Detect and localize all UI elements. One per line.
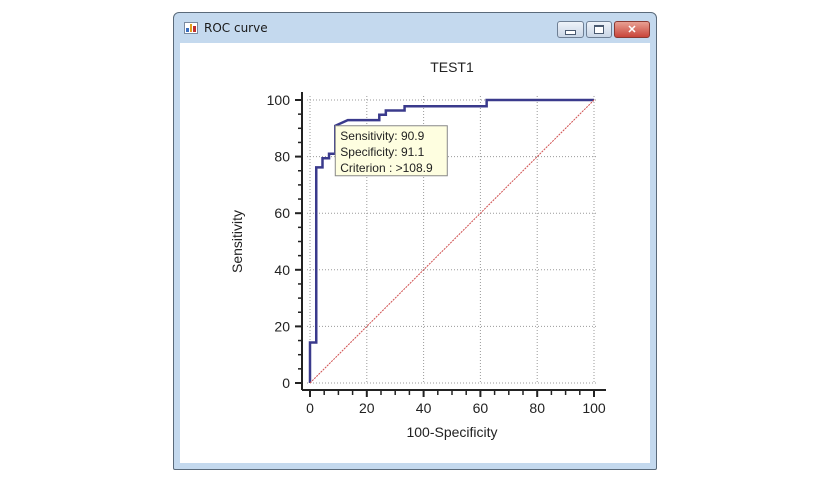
roc-curve-window: ROC curve ✕ 0 20 40 60 80 100 0 20 40 60 80 100 TEST… [173, 12, 657, 470]
minimize-button[interactable] [557, 21, 584, 38]
x-tick-label: 40 [416, 400, 432, 416]
close-icon: ✕ [627, 24, 637, 36]
roc-chart: 0 20 40 60 80 100 0 20 40 60 80 100 TEST1 100-Specifi… [229, 59, 606, 440]
maximize-icon [594, 25, 604, 34]
reference-line [309, 99, 595, 384]
bar-chart-icon [184, 22, 198, 34]
minimize-icon [565, 29, 576, 35]
tooltip-line: Specificity: 91.1 [340, 145, 424, 159]
y-tick-label: 60 [274, 205, 290, 221]
close-button[interactable]: ✕ [614, 21, 650, 38]
criterion-tooltip [334, 125, 448, 177]
y-axis-label: Sensitivity [229, 210, 245, 273]
x-tick-label: 80 [529, 400, 545, 416]
x-axis-label: 100-Specificity [406, 424, 497, 440]
chart-title: TEST1 [430, 59, 474, 75]
title-bar[interactable]: ROC curve ✕ [174, 13, 656, 43]
y-tick-label: 100 [267, 92, 291, 108]
maximize-button[interactable] [586, 21, 612, 38]
x-tick-label: 0 [306, 400, 314, 416]
y-tick-label: 80 [274, 149, 290, 165]
x-tick-label: 60 [473, 400, 489, 416]
chart-area: 0 20 40 60 80 100 0 20 40 60 80 100 TEST1 100-Specifi… [180, 43, 650, 463]
x-tick-label: 100 [582, 400, 606, 416]
y-tick-label: 20 [274, 318, 290, 334]
tooltip-line: Sensitivity: 90.9 [340, 129, 424, 143]
y-tick-label: 40 [274, 262, 290, 278]
roc-curve-line [308, 98, 594, 383]
tooltip-line: Criterion : >108.9 [340, 161, 433, 175]
y-tick-label: 0 [282, 375, 290, 391]
window-title: ROC curve [204, 21, 268, 35]
x-tick-label: 20 [359, 400, 375, 416]
